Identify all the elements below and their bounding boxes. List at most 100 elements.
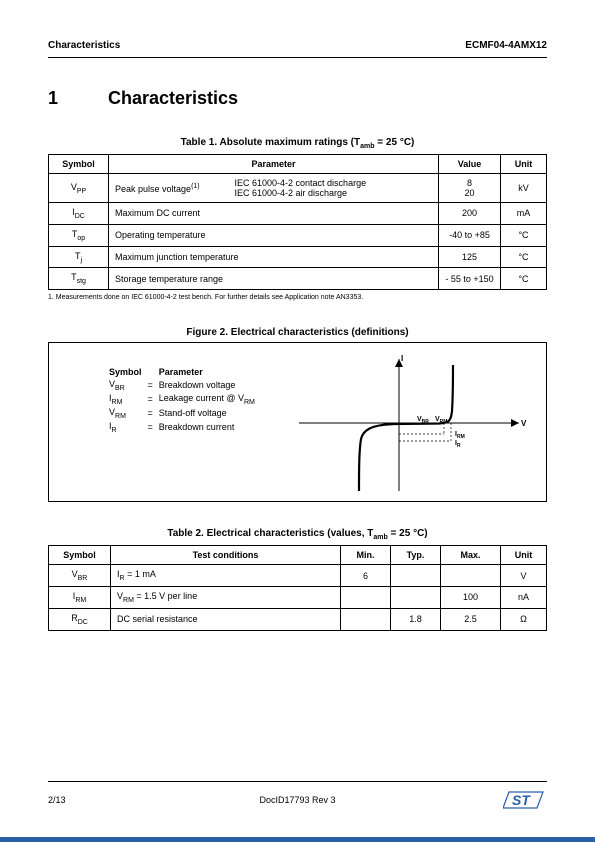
table2: Symbol Test conditions Min. Typ. Max. Un… <box>48 545 547 630</box>
cell-unit: mA <box>501 203 547 225</box>
svg-text:IR: IR <box>455 440 461 449</box>
legend-sym: IR <box>109 421 148 435</box>
table2-h-unit: Unit <box>501 546 547 565</box>
cell-param: Peak pulse voltage(1) <box>109 174 229 203</box>
cell-unit: °C <box>501 268 547 290</box>
header-right: ECMF04-4AMX12 <box>465 40 547 51</box>
cell-typ: 1.8 <box>391 608 441 630</box>
cell-param: Maximum DC current <box>109 203 439 225</box>
table-row: IRM VRM = 1.5 V per line 100 nA <box>49 586 547 608</box>
table-row: VPP Peak pulse voltage(1) IEC 61000-4-2 … <box>49 174 547 203</box>
table-row: RDC DC serial resistance 1.8 2.5 Ω <box>49 608 547 630</box>
table-row: Top Operating temperature -40 to +85 °C <box>49 224 547 246</box>
cell-cond: VRM = 1.5 V per line <box>111 586 341 608</box>
table1-caption-sub: amb <box>360 143 374 150</box>
figure2-box: SymbolParameter VBR=Breakdown voltage IR… <box>48 342 547 502</box>
cell-typ <box>391 586 441 608</box>
svg-text:IRM: IRM <box>455 431 465 440</box>
cell-unit: V <box>501 565 547 587</box>
table1-h-symbol: Symbol <box>49 155 109 174</box>
cell-max <box>441 565 501 587</box>
legend-sym: IRM <box>109 393 148 407</box>
legend-desc: Stand-off voltage <box>159 407 261 421</box>
section-number: 1 <box>48 88 108 109</box>
table2-caption-prefix: Table 2. Electrical characteristics (val… <box>167 528 373 539</box>
cell-symbol: VBR <box>49 565 111 587</box>
cell-symbol: IRM <box>49 586 111 608</box>
cell-unit: °C <box>501 224 547 246</box>
legend-sym: VBR <box>109 379 148 393</box>
figure2-legend: SymbolParameter VBR=Breakdown voltage IR… <box>109 367 261 434</box>
page-header: Characteristics ECMF04-4AMX12 <box>48 40 547 58</box>
cell-value: -40 to +85 <box>439 224 501 246</box>
table-row: VBR IR = 1 mA 6 V <box>49 565 547 587</box>
iv-curve-icon: I V VBR VRM IRM IR <box>299 351 529 495</box>
cell-cond: IR = 1 mA <box>111 565 341 587</box>
cell-unit: Ω <box>501 608 547 630</box>
cell-min <box>341 586 391 608</box>
table2-h-symbol: Symbol <box>49 546 111 565</box>
cell-symbol: Top <box>49 224 109 246</box>
section-title-text: Characteristics <box>108 88 238 108</box>
cell-min: 6 <box>341 565 391 587</box>
cell-value: 820 <box>439 174 501 203</box>
table1: Symbol Parameter Value Unit VPP Peak pul… <box>48 154 547 290</box>
table1-footnote: 1. Measurements done on IEC 61000-4-2 te… <box>48 294 547 301</box>
table1-caption: Table 1. Absolute maximum ratings (Tamb … <box>48 137 547 150</box>
footer-page: 2/13 <box>48 795 66 805</box>
cell-max: 100 <box>441 586 501 608</box>
cell-unit: nA <box>501 586 547 608</box>
legend-desc: Breakdown current <box>159 421 261 435</box>
table2-h-cond: Test conditions <box>111 546 341 565</box>
table-row: Tj Maximum junction temperature 125 °C <box>49 246 547 268</box>
cell-typ <box>391 565 441 587</box>
table2-h-typ: Typ. <box>391 546 441 565</box>
bottom-stripe <box>0 837 595 842</box>
cell-unit: kV <box>501 174 547 203</box>
figure2-caption: Figure 2. Electrical characteristics (de… <box>48 327 547 338</box>
cell-param: Operating temperature <box>109 224 439 246</box>
legend-desc: Breakdown voltage <box>159 379 261 393</box>
legend-sym: VRM <box>109 407 148 421</box>
svg-text:ST: ST <box>512 792 531 808</box>
cell-symbol: IDC <box>49 203 109 225</box>
cell-cond: IEC 61000-4-2 contact dischargeIEC 61000… <box>229 174 439 203</box>
table-row: IDC Maximum DC current 200 mA <box>49 203 547 225</box>
cell-cond: DC serial resistance <box>111 608 341 630</box>
cell-param: Maximum junction temperature <box>109 246 439 268</box>
cell-value: - 55 to +150 <box>439 268 501 290</box>
table2-h-max: Max. <box>441 546 501 565</box>
cell-unit: °C <box>501 246 547 268</box>
cell-value: 200 <box>439 203 501 225</box>
cell-max: 2.5 <box>441 608 501 630</box>
legend-hdr-param: Parameter <box>159 367 261 379</box>
table2-caption: Table 2. Electrical characteristics (val… <box>48 528 547 541</box>
header-left: Characteristics <box>48 40 120 51</box>
svg-text:V: V <box>521 419 527 428</box>
page-footer: 2/13 DocID17793 Rev 3 ST <box>48 781 547 812</box>
cell-param: Storage temperature range <box>109 268 439 290</box>
table1-h-parameter: Parameter <box>109 155 439 174</box>
table1-h-value: Value <box>439 155 501 174</box>
table1-caption-suffix: = 25 °C) <box>375 137 415 148</box>
table2-h-min: Min. <box>341 546 391 565</box>
table2-caption-suffix: = 25 °C) <box>388 528 428 539</box>
section-heading: 1Characteristics <box>48 88 547 109</box>
cell-value: 125 <box>439 246 501 268</box>
cell-min <box>341 608 391 630</box>
table1-h-unit: Unit <box>501 155 547 174</box>
table2-caption-sub: amb <box>373 534 387 541</box>
st-logo-icon: ST <box>503 788 547 812</box>
legend-hdr-symbol: Symbol <box>109 367 148 379</box>
cell-symbol: RDC <box>49 608 111 630</box>
cell-symbol: Tj <box>49 246 109 268</box>
cell-symbol: VPP <box>49 174 109 203</box>
table1-caption-prefix: Table 1. Absolute maximum ratings (T <box>181 137 360 148</box>
svg-text:I: I <box>401 354 403 363</box>
footer-docid: DocID17793 Rev 3 <box>259 795 335 805</box>
table-row: Tstg Storage temperature range - 55 to +… <box>49 268 547 290</box>
cell-symbol: Tstg <box>49 268 109 290</box>
table1-header-row: Symbol Parameter Value Unit <box>49 155 547 174</box>
table2-header-row: Symbol Test conditions Min. Typ. Max. Un… <box>49 546 547 565</box>
legend-desc: Leakage current @ VRM <box>159 393 261 407</box>
